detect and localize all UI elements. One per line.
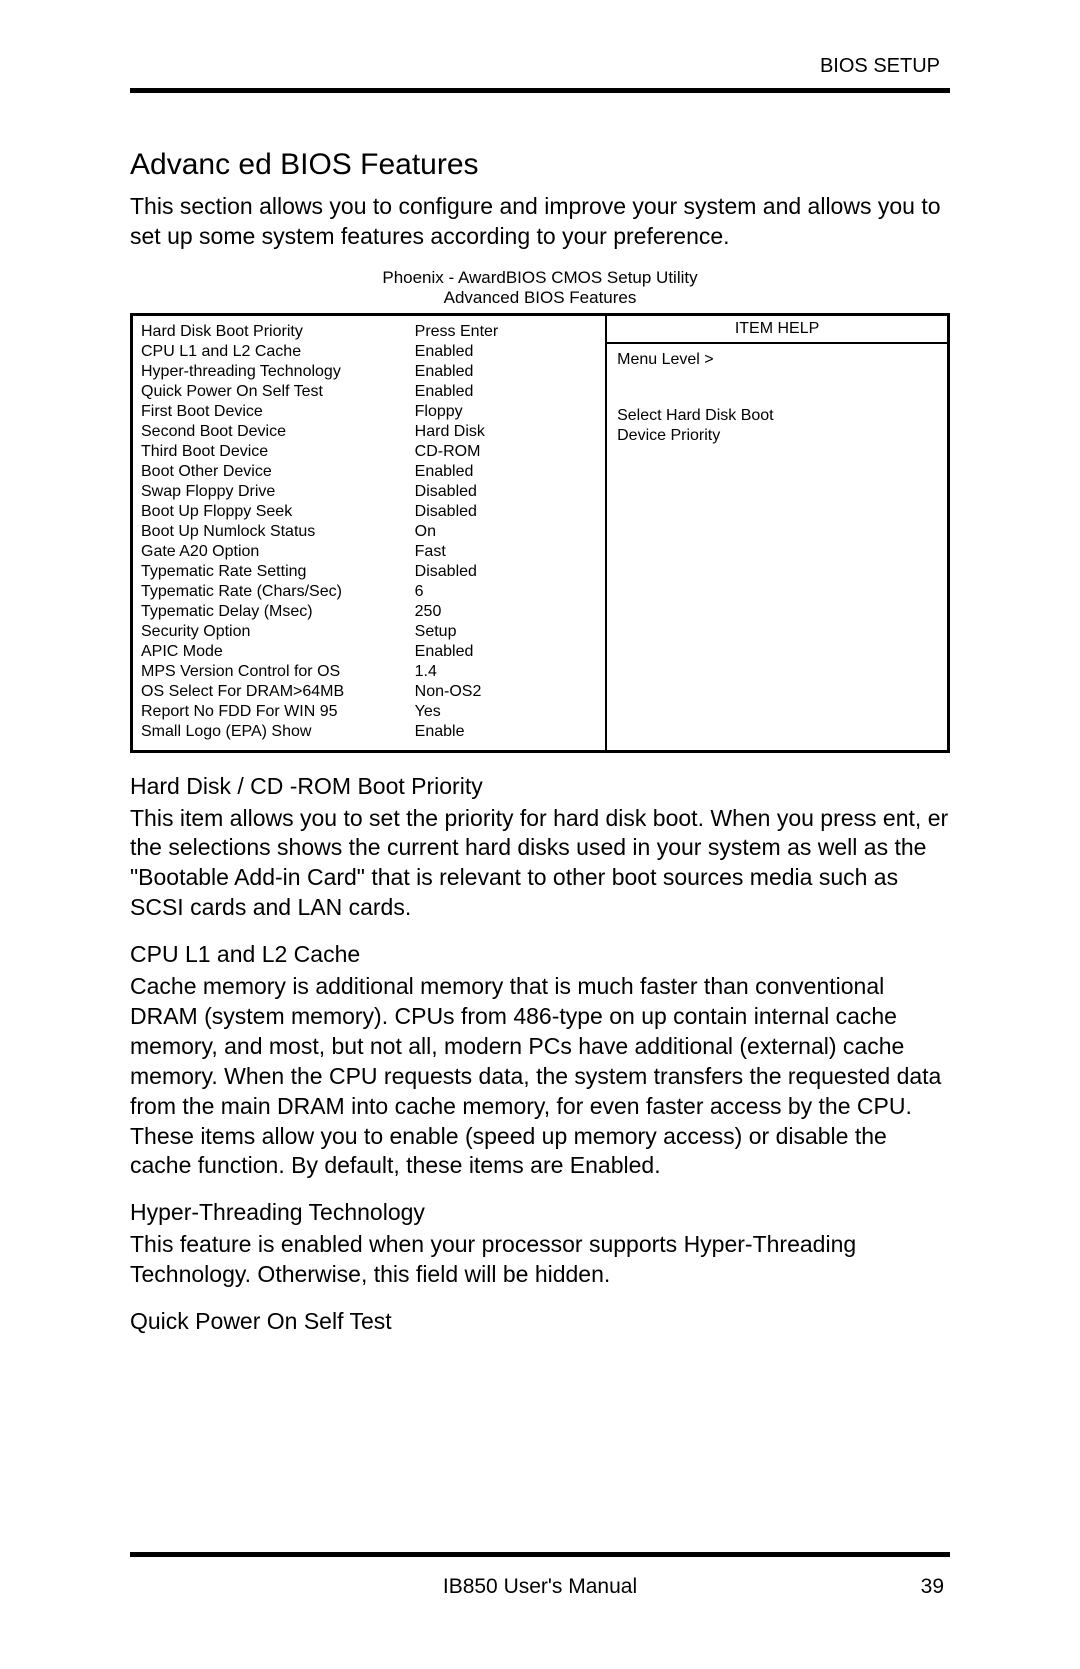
bios-row: APIC ModeEnabled <box>141 642 597 662</box>
bios-item-label: Boot Up Floppy Seek <box>141 502 415 522</box>
bios-item-label: CPU L1 and L2 Cache <box>141 342 415 362</box>
bios-item-value: 6 <box>415 582 597 602</box>
bottom-rule <box>130 1552 950 1557</box>
bios-item-label: Hard Disk Boot Priority <box>141 322 415 342</box>
section-body: Cache memory is additional memory that i… <box>130 972 950 1181</box>
bios-item-label: APIC Mode <box>141 642 415 662</box>
bios-row: Boot Up Floppy SeekDisabled <box>141 502 597 522</box>
bios-item-value: Floppy <box>415 402 597 422</box>
bios-help-column: ITEM HELP Menu Level > Select Hard Disk … <box>605 316 947 750</box>
page-title: Advanc ed BIOS Features <box>130 148 950 182</box>
bios-row: Small Logo (EPA) ShowEnable <box>141 722 597 742</box>
bios-settings-column: Hard Disk Boot PriorityPress EnterCPU L1… <box>133 316 605 750</box>
bios-row: CPU L1 and L2 CacheEnabled <box>141 342 597 362</box>
bios-item-label: Boot Other Device <box>141 462 415 482</box>
bios-item-value: CD-ROM <box>415 442 597 462</box>
bios-item-value: Enabled <box>415 342 597 362</box>
bios-row: Boot Other DeviceEnabled <box>141 462 597 482</box>
bios-row: Second Boot DeviceHard Disk <box>141 422 597 442</box>
footer-text: IB850 User's Manual <box>443 1575 637 1598</box>
bios-row: Boot Up Numlock StatusOn <box>141 522 597 542</box>
bios-row: MPS Version Control for OS1.4 <box>141 662 597 682</box>
bios-item-label: Gate A20 Option <box>141 542 415 562</box>
bios-caption-line1: Phoenix - AwardBIOS CMOS Setup Utility <box>130 268 950 288</box>
bios-item-value: Disabled <box>415 482 597 502</box>
bios-item-label: Hyper-threading Technology <box>141 362 415 382</box>
section-body: This item allows you to set the priority… <box>130 804 950 924</box>
bios-item-label: Swap Floppy Drive <box>141 482 415 502</box>
bios-row: Typematic Rate (Chars/Sec)6 <box>141 582 597 602</box>
bios-caption: Phoenix - AwardBIOS CMOS Setup Utility A… <box>130 268 950 309</box>
bios-row: Swap Floppy DriveDisabled <box>141 482 597 502</box>
bios-row: Hard Disk Boot PriorityPress Enter <box>141 322 597 342</box>
bios-item-value: Press Enter <box>415 322 597 342</box>
bios-item-label: First Boot Device <box>141 402 415 422</box>
bios-item-value: On <box>415 522 597 542</box>
bios-item-value: Enabled <box>415 462 597 482</box>
item-help-header: ITEM HELP <box>607 316 947 344</box>
bios-item-label: OS Select For DRAM>64MB <box>141 682 415 702</box>
bios-row: Security OptionSetup <box>141 622 597 642</box>
bios-item-label: Boot Up Numlock Status <box>141 522 415 542</box>
bios-item-value: Non-OS2 <box>415 682 597 702</box>
bios-row: OS Select For DRAM>64MBNon-OS2 <box>141 682 597 702</box>
bios-item-value: Fast <box>415 542 597 562</box>
bios-item-value: Enabled <box>415 382 597 402</box>
bios-row: Gate A20 OptionFast <box>141 542 597 562</box>
section-heading: Hyper-Threading Technology <box>130 1199 950 1226</box>
bios-row: Hyper-threading TechnologyEnabled <box>141 362 597 382</box>
bios-caption-line2: Advanced BIOS Features <box>130 288 950 308</box>
bios-row: Report No FDD For WIN 95Yes <box>141 702 597 722</box>
bios-item-value: Yes <box>415 702 597 722</box>
section-heading: CPU L1 and L2 Cache <box>130 941 950 968</box>
bios-item-value: Enabled <box>415 642 597 662</box>
bios-item-value: Enabled <box>415 362 597 382</box>
bios-item-label: Small Logo (EPA) Show <box>141 722 415 742</box>
bios-item-label: Typematic Rate Setting <box>141 562 415 582</box>
bios-row: Typematic Rate SettingDisabled <box>141 562 597 582</box>
bios-item-value: Disabled <box>415 562 597 582</box>
bios-item-value: Enable <box>415 722 597 742</box>
bios-item-value: Setup <box>415 622 597 642</box>
bios-row: Quick Power On Self TestEnabled <box>141 382 597 402</box>
bios-item-label: MPS Version Control for OS <box>141 662 415 682</box>
bios-item-label: Security Option <box>141 622 415 642</box>
page-number: 39 <box>921 1575 944 1599</box>
help-menu-level: Menu Level > <box>617 350 937 370</box>
bios-item-value: 250 <box>415 602 597 622</box>
bios-item-label: Second Boot Device <box>141 422 415 442</box>
bios-item-label: Third Boot Device <box>141 442 415 462</box>
bios-item-value: 1.4 <box>415 662 597 682</box>
help-text-line: Device Priority <box>617 426 937 446</box>
section-heading: Hard Disk / CD -ROM Boot Priority <box>130 773 950 800</box>
bios-item-value: Hard Disk <box>415 422 597 442</box>
bios-row: First Boot DeviceFloppy <box>141 402 597 422</box>
intro-text: This section allows you to configure and… <box>130 192 950 252</box>
top-rule <box>130 88 950 93</box>
bios-row: Third Boot DeviceCD-ROM <box>141 442 597 462</box>
bios-row: Typematic Delay (Msec)250 <box>141 602 597 622</box>
bios-item-label: Typematic Delay (Msec) <box>141 602 415 622</box>
page-footer: IB850 User's Manual 39 <box>130 1552 950 1599</box>
help-text-line: Select Hard Disk Boot <box>617 406 937 426</box>
section-heading: Quick Power On Self Test <box>130 1308 950 1335</box>
bios-item-label: Quick Power On Self Test <box>141 382 415 402</box>
bios-item-label: Report No FDD For WIN 95 <box>141 702 415 722</box>
bios-table: Hard Disk Boot PriorityPress EnterCPU L1… <box>130 313 950 753</box>
section-body: This feature is enabled when your proces… <box>130 1230 950 1290</box>
header-label: BIOS SETUP <box>130 55 950 78</box>
bios-item-label: Typematic Rate (Chars/Sec) <box>141 582 415 602</box>
bios-item-value: Disabled <box>415 502 597 522</box>
